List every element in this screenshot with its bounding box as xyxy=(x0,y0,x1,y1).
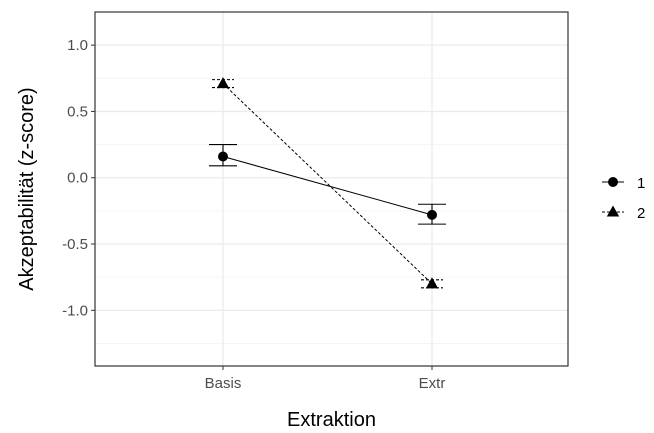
x-tick-label: Extr xyxy=(419,375,446,392)
data-point xyxy=(218,151,228,162)
x-tick-label: Basis xyxy=(205,375,242,392)
y-axis-title: Akzeptabilität (z-score) xyxy=(16,87,38,290)
legend: 12 xyxy=(602,175,645,222)
y-axis: 1.0 0.5 0.0 -0.5 -1.0 xyxy=(62,37,95,319)
legend-marker-triangle xyxy=(606,205,620,217)
series-1 xyxy=(209,144,446,225)
data-point xyxy=(216,77,230,89)
legend-label: 1 xyxy=(637,175,645,192)
y-tick-label: -1.0 xyxy=(62,302,88,319)
y-tick-label: 0.5 xyxy=(67,103,88,120)
x-axis-title: Extraktion xyxy=(287,409,376,431)
data-point xyxy=(427,209,437,220)
panel-border xyxy=(94,11,569,367)
y-tick-label: -0.5 xyxy=(62,236,88,253)
legend-marker-circle xyxy=(608,177,618,187)
x-axis: Basis Extr xyxy=(205,366,446,392)
grid xyxy=(95,12,568,366)
series-2 xyxy=(212,77,443,289)
y-tick-label: 1.0 xyxy=(67,37,88,54)
legend-item-2: 2 xyxy=(602,205,645,222)
y-tick-label: 0.0 xyxy=(67,170,88,187)
series-layer xyxy=(209,77,446,289)
data-point xyxy=(425,277,439,289)
legend-label: 2 xyxy=(637,205,645,222)
series-line xyxy=(222,83,433,285)
series-line xyxy=(222,156,433,216)
legend-item-1: 1 xyxy=(602,175,645,192)
